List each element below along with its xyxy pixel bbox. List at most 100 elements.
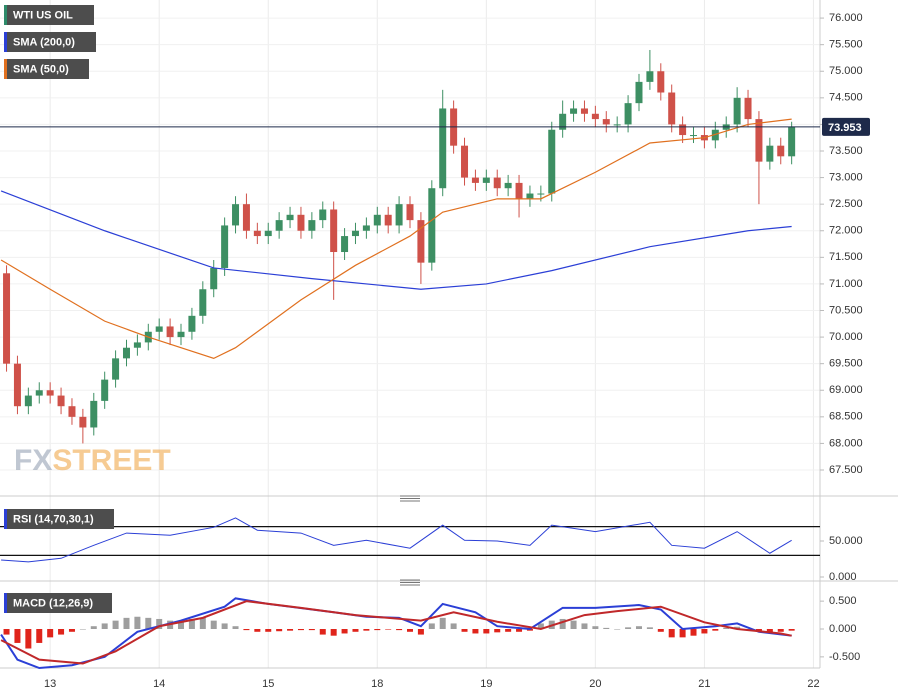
candle-body — [46, 390, 54, 396]
histogram-bar — [352, 629, 359, 632]
histogram-bar — [450, 623, 457, 629]
candle-body — [570, 108, 578, 114]
legend-box — [4, 59, 89, 79]
legend-box — [4, 593, 112, 613]
candle-body — [733, 97, 741, 125]
histogram-bar — [14, 629, 21, 643]
candle-body — [439, 108, 447, 189]
resize-handle[interactable] — [400, 579, 420, 586]
histogram-bar — [537, 623, 544, 629]
y-tick-label: 75.000 — [829, 65, 863, 77]
candle-body — [308, 220, 316, 231]
candle-body — [122, 347, 130, 359]
candle-body — [264, 230, 272, 237]
candle-body — [188, 315, 196, 332]
histogram-bar — [199, 617, 206, 629]
histogram-bar — [570, 620, 577, 629]
histogram-bar — [341, 629, 348, 634]
candle-body — [559, 113, 567, 130]
candle-body — [373, 214, 381, 226]
histogram-bar — [625, 627, 632, 629]
histogram-bar — [712, 629, 719, 631]
histogram-bar — [723, 627, 730, 629]
candle-body — [711, 129, 719, 141]
candle-body — [755, 119, 763, 162]
candle-body — [297, 214, 305, 231]
histogram-bar — [603, 627, 610, 629]
candle-body — [330, 209, 338, 253]
candle-body — [35, 390, 43, 396]
candle-body — [177, 331, 185, 338]
x-tick-label: 14 — [153, 678, 165, 690]
candle-body — [166, 326, 174, 338]
histogram-bar — [232, 626, 239, 629]
candle-body — [341, 236, 349, 253]
histogram-bar — [439, 617, 446, 629]
histogram-bar — [461, 629, 468, 632]
candle-body — [461, 145, 469, 178]
histogram-bar — [101, 623, 108, 629]
candle-body — [580, 108, 588, 114]
candle-body — [482, 177, 490, 183]
legend-swatch — [4, 5, 7, 25]
legend-box — [4, 5, 94, 25]
histogram-bar — [788, 629, 795, 631]
histogram-bar — [505, 629, 512, 632]
histogram-bar — [319, 629, 326, 635]
candle-body — [199, 289, 207, 316]
legend-swatch — [4, 59, 7, 79]
y-tick-label: 73.000 — [829, 171, 863, 183]
candle-body — [613, 124, 621, 126]
candle-body — [690, 135, 698, 137]
legend-label: SMA (50,0) — [13, 63, 69, 75]
candle-body — [471, 177, 479, 183]
candle-body — [242, 204, 250, 231]
candle-body — [788, 126, 796, 157]
candle-body — [493, 177, 501, 189]
histogram-bar — [112, 620, 119, 629]
x-tick-label: 20 — [589, 678, 601, 690]
x-tick-label: 18 — [371, 678, 383, 690]
candle-body — [221, 225, 229, 268]
watermark-street: STREET — [52, 444, 170, 477]
histogram-bar — [766, 629, 773, 634]
candle-body — [155, 326, 163, 332]
plot-background — [0, 0, 820, 668]
candle-body — [417, 220, 425, 263]
histogram-bar — [25, 629, 32, 649]
rsi-line — [1, 517, 792, 563]
candle-body — [275, 220, 283, 231]
candle-body — [591, 113, 599, 120]
candle-body — [112, 358, 120, 380]
candle-body — [646, 71, 654, 82]
histogram-bar — [79, 629, 86, 630]
histogram-bar — [690, 629, 697, 636]
histogram-bar — [385, 629, 392, 630]
histogram-bar — [243, 629, 250, 631]
histogram-bar — [58, 629, 65, 635]
candle-body — [657, 71, 665, 93]
candle-body — [13, 363, 21, 407]
candle-body — [515, 182, 523, 199]
histogram-bar — [145, 617, 152, 629]
y-tick-label: 70.500 — [829, 304, 863, 316]
sma-line — [0, 190, 792, 290]
histogram-bar — [3, 629, 10, 635]
histogram-bar — [308, 629, 315, 631]
macd-line — [0, 600, 792, 665]
candle-body — [253, 230, 261, 237]
histogram-bar — [614, 629, 621, 630]
histogram-bar — [221, 623, 228, 629]
histogram-bar — [701, 629, 708, 634]
legend-label: MACD (12,26,9) — [13, 597, 93, 609]
candle-body — [766, 145, 774, 162]
legend-box — [4, 32, 96, 52]
candle-body — [133, 342, 141, 348]
watermark-fx: FX — [14, 444, 52, 477]
resize-handle[interactable] — [400, 495, 420, 502]
y-tick-label: 71.500 — [829, 251, 863, 263]
x-tick-label: 21 — [698, 678, 710, 690]
histogram-bar — [188, 618, 195, 629]
y-tick-label: 72.000 — [829, 225, 863, 237]
candle-body — [624, 103, 632, 125]
